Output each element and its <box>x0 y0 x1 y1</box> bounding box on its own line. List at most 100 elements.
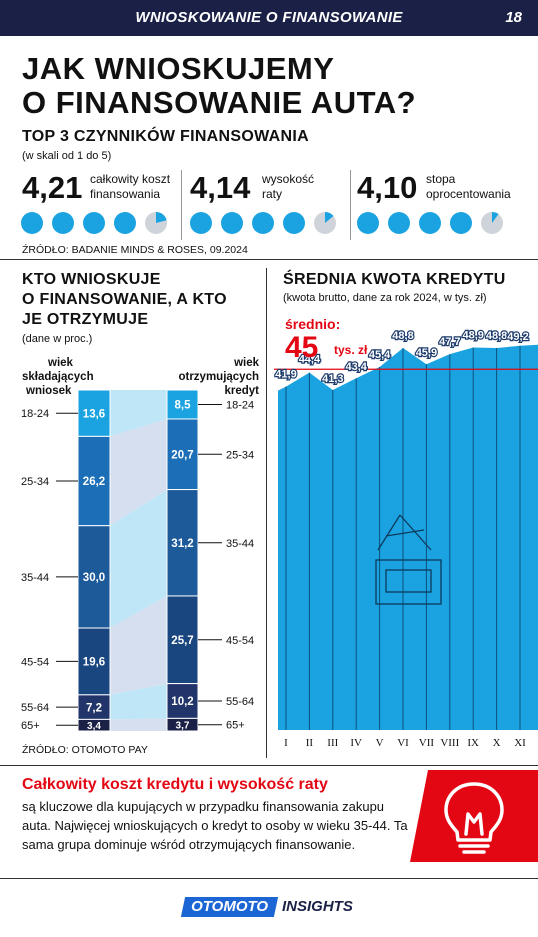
applicants-value-label: 3,4 <box>87 721 101 732</box>
score-3: 4,10 <box>357 170 418 205</box>
flow-band <box>110 418 167 526</box>
left-head-line1: wiek <box>48 357 73 369</box>
month-label: II <box>306 737 314 749</box>
month-label: V <box>376 737 384 749</box>
header-title: WNIOSKOWANIE O FINANSOWANIE <box>135 9 403 26</box>
left-title-line2: O FINANSOWANIE, A KTO <box>22 291 227 308</box>
left-section-note: (dane w proc.) <box>22 333 93 345</box>
rating-dot-full <box>419 212 441 234</box>
lightbulb-icon <box>410 770 538 862</box>
rating-dot-full <box>388 212 410 234</box>
flow-band <box>110 683 167 720</box>
rating-dot-full <box>450 212 472 234</box>
rating-dots-3 <box>357 212 503 234</box>
rating-dot-full <box>283 212 305 234</box>
rating-dot-full <box>252 212 274 234</box>
recipients-value-label: 25,7 <box>171 635 193 647</box>
value-label: 43,4 <box>345 361 367 373</box>
applicants-value-label: 26,2 <box>83 476 105 488</box>
headline: JAK WNIOSKUJEMY O FINANSOWANIE AUTA? <box>22 52 416 120</box>
score-2-label-line2: raty <box>262 187 283 201</box>
footer-divider <box>0 878 538 879</box>
rating-dot-partial <box>325 212 334 223</box>
compass-illustration <box>375 514 442 605</box>
top3-source: ŹRÓDŁO: BADANIE MINDS & ROSES, 09.2024 <box>22 244 248 256</box>
month-label: XI <box>514 737 526 749</box>
applicants-value-label: 19,6 <box>83 657 105 669</box>
stacked-age-chart: 13,6 8,5 18-24 18-24 26,2 20,7 25-34 25-34 30,0 3… <box>21 390 254 732</box>
recipients-segment <box>166 418 199 491</box>
applicants-segment <box>77 627 111 696</box>
age-label-left: 25-34 <box>21 476 49 488</box>
score-2-label-line1: wysokość <box>262 172 315 186</box>
age-label-right: 35-44 <box>226 538 254 550</box>
calculator-body <box>375 559 442 605</box>
section-divider <box>0 765 538 766</box>
age-label-left: 65+ <box>21 720 40 732</box>
calculator-screen <box>385 569 432 593</box>
value-label: 48,9 <box>462 329 483 341</box>
applicants-segment <box>77 435 111 527</box>
score-2-label: wysokość raty <box>262 172 314 202</box>
month-label: IV <box>350 737 362 749</box>
score-2: 4,14 <box>190 170 251 205</box>
column-divider <box>266 268 267 758</box>
rating-dots-1 <box>21 212 167 234</box>
rating-dot-full <box>52 212 74 234</box>
left-title-line1: KTO WNIOSKUJE <box>22 271 161 288</box>
recipients-value-label: 20,7 <box>171 449 193 461</box>
rating-dot-full <box>190 212 212 234</box>
section-divider <box>0 259 538 260</box>
age-label-left: 45-54 <box>21 656 49 668</box>
value-label: 44,4 <box>299 354 321 366</box>
value-label: 49,2 <box>507 331 528 343</box>
applicants-value-label: 7,2 <box>86 702 102 714</box>
headline-line2: O FINANSOWANIE AUTA? <box>22 85 417 120</box>
page-number: 18 <box>505 9 522 26</box>
right-head-line3: kredyt <box>224 385 259 397</box>
age-label-right: 55-64 <box>226 696 254 708</box>
area-chart: 41,944,441,343,445,448,845,947,748,9 48,8… <box>274 328 538 749</box>
flow-band <box>110 718 167 731</box>
value-label: 45,9 <box>416 347 437 359</box>
flow-band <box>110 595 167 695</box>
top3-title: TOP 3 CZYNNIKÓW FINANSOWANIA <box>22 128 309 145</box>
right-head-line2: otrzymujących <box>178 371 259 383</box>
logo-text: OTOMOTO <box>191 898 269 915</box>
right-section-title: ŚREDNIA KWOTA KREDYTU <box>283 271 506 288</box>
value-label: 47,7 <box>439 336 460 348</box>
left-section-title: KTO WNIOSKUJE O FINANSOWANIE, A KTO JE O… <box>22 270 227 330</box>
right-column-head: wiek otrzymujących kredyt <box>165 356 259 398</box>
age-label-right: 65+ <box>226 720 245 732</box>
otomoto-logo: OTOMOTO <box>180 897 279 917</box>
age-label-left: 35-44 <box>21 572 49 584</box>
age-label-left: 55-64 <box>21 702 49 714</box>
age-label-right: 25-34 <box>226 449 254 461</box>
right-head-line1: wiek <box>234 357 259 369</box>
score-1-label-line2: finansowania <box>90 187 161 201</box>
left-column-head: wiek składających wniosek <box>22 356 94 398</box>
score-3-label-line1: stopa <box>426 172 456 186</box>
average-value: 45 <box>285 331 319 364</box>
insights-label: INSIGHTS <box>282 898 353 915</box>
left-head-line3: wniosek <box>26 385 72 397</box>
applicants-value-label: 13,6 <box>83 408 105 420</box>
header-bar: WNIOSKOWANIE O FINANSOWANIE 18 <box>0 0 538 36</box>
month-label: III <box>327 737 338 749</box>
right-section-note: (kwota brutto, dane za rok 2024, w tys. … <box>283 292 487 304</box>
recipients-value-label: 31,2 <box>171 538 193 550</box>
month-label: X <box>493 737 501 749</box>
rating-dot-partial <box>156 212 167 223</box>
rating-dot-full <box>114 212 136 234</box>
rating-dot-partial <box>492 212 499 223</box>
left-title-line3: JE OTRZYMUJE <box>22 311 149 328</box>
month-label: VII <box>419 737 435 749</box>
score-1-label: całkowity koszt finansowania <box>90 172 170 202</box>
value-label: 45,4 <box>369 349 391 361</box>
score-3-label-line2: oprocentowania <box>426 187 511 201</box>
recipients-segment <box>166 595 199 685</box>
score-3-label: stopa oprocentowania <box>426 172 511 202</box>
callout-body: są kluczowe dla kupujących w przypadku f… <box>22 799 408 852</box>
left-head-line2: składających <box>22 371 94 383</box>
rating-dot-full <box>83 212 105 234</box>
